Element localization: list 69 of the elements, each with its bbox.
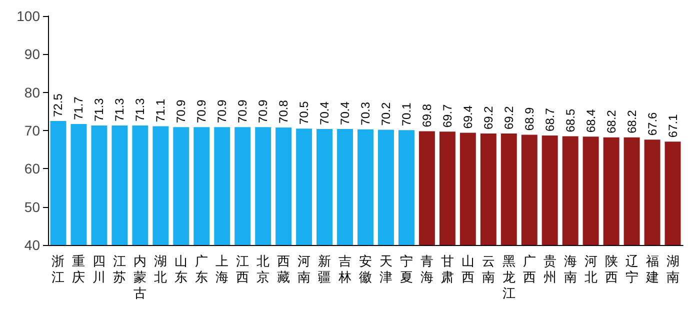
x-tick-label: 重庆 [72,254,86,284]
x-tick-label: 广西 [522,254,536,284]
x-tick-label: 天津 [379,254,392,284]
x-tick-label: 黑龙江 [502,254,516,300]
y-tick-label: 70 [24,122,40,138]
x-tick-label: 河南 [298,254,311,284]
data-label: 71.3 [92,98,106,122]
x-tick-label: 福建 [644,254,659,284]
data-label: 69.2 [481,106,496,130]
x-tick-label: 江西 [236,254,250,284]
x-tick-label: 云南 [482,254,495,284]
data-label: 68.2 [624,110,639,134]
data-label: 69.8 [420,104,434,128]
data-label: 70.2 [378,102,393,126]
data-label: 70.4 [318,101,332,125]
data-label: 70.8 [276,100,291,124]
data-label: 71.3 [133,98,148,122]
data-label: 71.7 [72,96,86,120]
x-tick-label: 陕西 [604,254,618,284]
x-tick-label: 四川 [92,254,106,284]
data-label: 70.9 [174,99,188,124]
data-label: 71.3 [112,98,127,122]
x-tick-label: 宁夏 [400,254,413,284]
data-label: 70.3 [358,102,372,126]
x-tick-label: 西藏 [277,254,290,284]
data-label: 70.5 [297,100,312,125]
data-label: 68.5 [563,108,578,132]
x-tick-label: 甘肃 [440,254,454,284]
data-label: 70.1 [399,102,414,126]
x-tick-label: 湖北 [154,254,168,284]
data-label: 69.2 [502,106,516,130]
y-tick-label: 80 [24,84,40,100]
x-tick-label: 北京 [256,254,270,284]
data-label: 70.9 [236,99,250,124]
x-tick-label: 吉林 [338,254,352,284]
x-tick-label: 新疆 [318,254,332,284]
data-label: 68.4 [584,108,598,133]
x-tick-label: 内蒙古 [134,254,147,300]
x-tick-label: 山西 [461,254,474,284]
y-tick-label: 100 [16,8,40,24]
x-tick-label: 贵州 [543,254,556,284]
data-label: 69.7 [440,104,454,128]
x-tick-label: 上海 [216,254,229,284]
data-label: 67.6 [645,112,660,136]
data-label: 67.1 [666,114,680,138]
x-tick-label: 安徽 [359,254,372,284]
x-tick-label: 山东 [174,254,188,284]
x-tick-label: 浙江 [52,254,65,284]
data-label: 72.5 [51,93,66,117]
x-tick-label: 辽宁 [625,254,638,284]
data-label: 70.9 [194,99,209,124]
x-tick-label: 湖南 [666,254,680,284]
data-label: 70.4 [338,101,352,125]
data-label: 69.4 [460,105,475,129]
data-label: 70.9 [256,99,270,124]
y-tick-label: 40 [24,237,40,253]
x-tick-label: 广东 [195,254,208,284]
y-tick-label: 90 [24,46,40,62]
x-tick-label: 海南 [564,254,577,284]
data-label: 68.9 [522,107,536,131]
data-label: 71.1 [154,98,168,122]
data-label: 70.9 [215,99,230,124]
y-tick-label: 60 [24,160,40,177]
x-tick-label: 江苏 [113,254,126,284]
x-tick-label: 青海 [420,254,434,284]
data-label: 68.7 [542,108,557,132]
data-label: 68.2 [604,110,618,134]
y-tick-label: 50 [24,198,40,215]
x-tick-label: 河北 [584,254,598,284]
